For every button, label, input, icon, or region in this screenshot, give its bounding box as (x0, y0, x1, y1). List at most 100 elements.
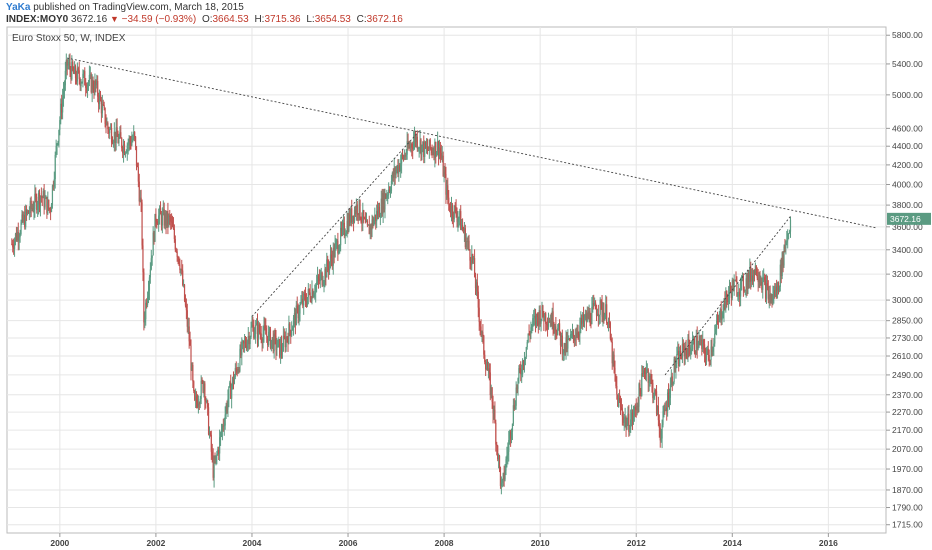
candle-body (581, 317, 583, 324)
candle-body (638, 384, 640, 407)
trendline[interactable] (66, 57, 877, 229)
candle-body (319, 275, 321, 282)
candle-body (622, 416, 624, 423)
y-tick-label: 2490.00 (892, 370, 923, 380)
candle-body (566, 337, 568, 349)
candle-body (179, 264, 181, 271)
candle-body (430, 148, 432, 150)
candle-body (195, 396, 197, 400)
candle-body (442, 155, 444, 177)
candle-body (733, 280, 735, 292)
candle-body (321, 272, 323, 286)
candle-body (72, 61, 74, 70)
candle-body (187, 326, 189, 328)
author-link[interactable]: YaKa (6, 2, 31, 13)
candle-body (437, 141, 439, 153)
candle-body (458, 217, 460, 219)
candle-body (269, 329, 272, 348)
candle-body (107, 122, 109, 130)
candle-body (156, 221, 158, 224)
open-value: 3664.53 (212, 14, 249, 25)
candle-body (631, 412, 634, 421)
y-tick-label: 4400.00 (892, 141, 923, 151)
candle-body (531, 325, 533, 328)
y-tick-label: 3600.00 (892, 222, 923, 232)
candle-body (652, 382, 654, 399)
candle-body (439, 147, 442, 154)
candle-body (90, 74, 92, 93)
candle-body (188, 326, 190, 342)
candle-body (465, 240, 467, 248)
candle-body (349, 214, 351, 224)
candle-body (275, 335, 277, 350)
candle-body (594, 302, 597, 310)
candle-body (670, 376, 672, 385)
candle-body (703, 339, 705, 345)
candle-body (737, 295, 739, 297)
candle-body (734, 280, 736, 281)
candle-body (239, 348, 241, 371)
candle-body (398, 164, 400, 174)
candle-body (297, 305, 299, 319)
candle-body (532, 318, 534, 326)
y-tick-label: 5800.00 (892, 30, 923, 40)
candle-body (623, 419, 625, 423)
candle-body (374, 214, 376, 221)
candle-body (467, 240, 469, 242)
candle-body (241, 342, 243, 356)
candle-body (584, 313, 587, 318)
candle-body (328, 266, 330, 271)
candle-body (158, 208, 161, 216)
candle-body (165, 213, 167, 225)
x-tick-label: 2014 (723, 538, 742, 548)
candle-body (731, 280, 733, 298)
y-tick-label: 1970.00 (892, 464, 923, 474)
high-label: H: (254, 14, 265, 25)
candle-body (528, 333, 530, 335)
candle-layer (11, 53, 792, 495)
candle-body (49, 208, 51, 210)
candle-body (579, 325, 581, 335)
candle-body (306, 297, 308, 306)
candle-body (762, 277, 764, 290)
candle-body (362, 210, 364, 222)
candle-body (96, 80, 98, 86)
trendline[interactable] (251, 129, 421, 317)
candle-body (657, 406, 659, 421)
candle-body (456, 215, 458, 222)
candle-body (704, 353, 707, 360)
candle-body (633, 407, 635, 416)
y-tick-label: 5000.00 (892, 90, 923, 100)
candle-body (311, 290, 313, 302)
candle-body (290, 330, 292, 336)
candle-body (788, 233, 790, 235)
candle-body (352, 215, 354, 223)
candle-body (441, 155, 443, 159)
candle-body (86, 84, 89, 91)
candle-body (210, 434, 212, 452)
candle-body (92, 80, 94, 90)
candle-body (608, 321, 611, 323)
x-tick-label: 2010 (531, 538, 550, 548)
candle-body (137, 166, 139, 182)
candle-body (194, 391, 196, 400)
candle-body (519, 368, 521, 370)
candle-body (289, 323, 291, 331)
candle-body (367, 224, 369, 226)
candle-body (715, 328, 717, 334)
x-tick-label: 2006 (339, 538, 358, 548)
candle-body (261, 339, 263, 343)
candle-body (464, 228, 466, 248)
candle-body (535, 313, 538, 325)
candle-body (648, 380, 650, 383)
trendline[interactable] (664, 215, 792, 376)
candle-body (69, 62, 71, 70)
candle-body (363, 210, 365, 219)
candle-body (330, 254, 333, 259)
candle-body (399, 164, 401, 171)
candle-body (738, 291, 740, 296)
candle-body (408, 145, 410, 148)
candle-body (548, 322, 551, 323)
candle-body (426, 146, 429, 151)
